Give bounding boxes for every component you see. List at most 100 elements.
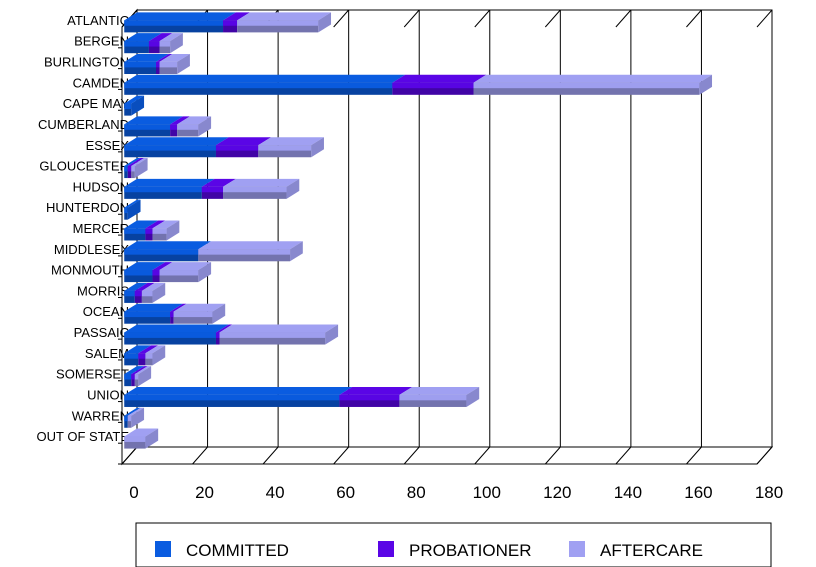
bar-end-cap — [131, 407, 145, 428]
bar-end-cap — [138, 366, 152, 387]
top-gridline — [403, 9, 420, 28]
bar-highlight-probationer — [170, 311, 174, 318]
bar-end-cap — [212, 303, 226, 324]
legend-label-aftercare: AFTERCARE — [600, 541, 703, 560]
bar-top-probationer — [138, 345, 159, 354]
bar-top-committed — [124, 53, 169, 62]
bar-highlight-aftercare — [177, 124, 199, 130]
category-label: HUNTERDON — [46, 200, 129, 215]
bar-highlight-probationer — [145, 228, 153, 234]
bar-top-probationer — [201, 178, 236, 187]
bar-top-aftercare — [237, 12, 332, 21]
bar-top-aftercare — [177, 116, 212, 125]
bar-probationer — [131, 374, 135, 387]
bar-top-aftercare — [198, 241, 303, 250]
floor-gridline — [756, 446, 773, 465]
bar-highlight-committed — [124, 61, 156, 68]
bar-highlight-probationer — [138, 353, 146, 359]
bar-end-cap — [131, 95, 145, 116]
bar-top-committed — [124, 241, 212, 250]
bar-highlight-committed — [124, 311, 171, 318]
bar-end-cap — [325, 324, 339, 345]
category-label: CAMDEN — [73, 75, 129, 90]
bar-probationer — [170, 124, 178, 137]
bar-top-committed — [124, 12, 236, 21]
x-tick-label: 0 — [129, 483, 138, 502]
bar-top-committed — [124, 116, 183, 125]
bar-top-aftercare — [159, 53, 190, 62]
category-label: ESSEX — [86, 138, 130, 153]
bar-probationer — [145, 228, 153, 241]
bar-highlight-committed — [124, 394, 340, 401]
bar-highlight-committed — [124, 186, 202, 193]
bar-highlight-aftercare — [134, 374, 139, 380]
category-label: SOMERSET — [56, 367, 129, 382]
x-tick-label: 160 — [684, 483, 712, 502]
bar-end-cap — [134, 158, 148, 179]
bar-committed — [124, 290, 135, 303]
bar-top-probationer — [223, 12, 250, 21]
bar-aftercare — [127, 415, 132, 428]
floor-gridline — [474, 446, 491, 465]
floor-gridline — [615, 446, 632, 465]
x-tick-label: 180 — [755, 483, 783, 502]
bar-highlight-aftercare — [173, 311, 213, 318]
bar-highlight-probationer — [339, 394, 400, 401]
bar-highlight-aftercare — [131, 165, 135, 172]
bar-probationer — [127, 165, 132, 179]
bar-top-aftercare — [159, 33, 183, 42]
bar-end-cap — [699, 74, 713, 95]
bar-probationer — [215, 332, 220, 345]
bar-probationer — [170, 311, 174, 324]
bar-top-aftercare — [141, 282, 166, 291]
bar-aftercare — [141, 290, 153, 303]
bar-top-probationer — [148, 33, 173, 42]
x-tick-label: 60 — [336, 483, 355, 502]
bar-highlight-aftercare — [124, 436, 146, 442]
bar-top-probationer — [131, 366, 148, 375]
legend-swatch-committed — [155, 541, 171, 557]
bar-top-committed — [124, 303, 183, 312]
floor-gridline — [121, 446, 138, 465]
bar-top-probationer — [134, 282, 155, 291]
category-label: OCEAN — [83, 304, 129, 319]
category-label: SALEM — [85, 346, 129, 361]
bar-top-aftercare — [152, 220, 180, 229]
x-tick-label: 140 — [614, 483, 642, 502]
floor-gridline — [333, 446, 350, 465]
bar-top-committed — [124, 324, 229, 333]
bar-probationer — [134, 290, 142, 303]
bar-highlight-aftercare — [258, 145, 312, 151]
legend — [135, 522, 772, 567]
legend-label-committed: COMMITTED — [186, 541, 289, 560]
bar-highlight-aftercare — [159, 61, 178, 68]
category-label: MONMOUTH — [51, 263, 129, 278]
top-gridline — [686, 9, 702, 28]
bar-end-cap — [198, 116, 212, 137]
bar-highlight-aftercare — [237, 20, 319, 26]
bar-highlight-committed — [124, 353, 139, 359]
bar-end-cap — [290, 241, 303, 262]
bar-top-probationer — [392, 74, 487, 83]
category-label: WARREN — [72, 408, 129, 423]
x-tick-label: 20 — [195, 483, 214, 502]
bar-highlight-committed — [124, 165, 128, 172]
bar-end-cap — [170, 33, 183, 54]
bar-probationer — [148, 41, 160, 54]
bar-highlight-committed — [124, 290, 135, 297]
bar-highlight-committed — [124, 415, 128, 422]
bar-highlight-committed — [124, 145, 216, 151]
category-label: BERGEN — [74, 34, 129, 49]
bar-end-cap — [177, 53, 190, 75]
category-label: OUT OF STATE — [37, 429, 130, 444]
bar-committed — [124, 207, 128, 220]
bar-highlight-committed — [124, 124, 171, 130]
bar-top-aftercare — [124, 428, 159, 437]
bar-aftercare — [145, 353, 153, 366]
bar-top-probationer — [152, 262, 173, 271]
bar-top-probationer — [339, 386, 413, 395]
bar-committed — [124, 103, 132, 116]
bar-top-aftercare — [145, 345, 166, 354]
bar-highlight-committed — [124, 270, 153, 276]
bar-top-probationer — [145, 220, 166, 229]
